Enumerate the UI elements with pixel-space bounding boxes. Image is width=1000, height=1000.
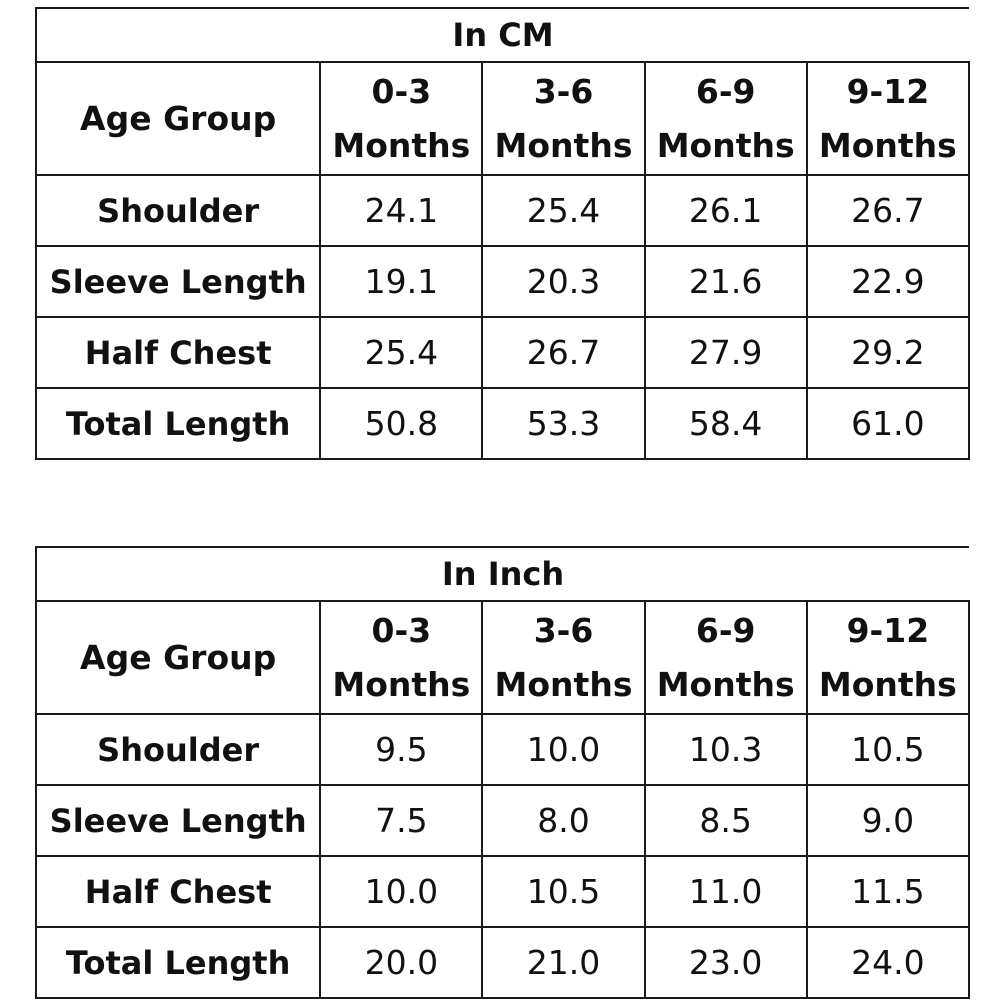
table-cell: 10.0 — [319, 855, 484, 928]
column-range: 3-6 — [533, 71, 594, 111]
table-title: In Inch — [35, 546, 969, 602]
column-range: 6-9 — [695, 71, 756, 111]
column-range: 9-12 — [846, 71, 930, 111]
column-unit: Months — [494, 664, 633, 704]
table-cell: 23.0 — [643, 926, 808, 999]
table-cell: 7.5 — [319, 784, 484, 857]
row-label: Sleeve Length — [34, 245, 322, 318]
column-header-0-3: 0-3 Months — [319, 600, 484, 715]
row-label: Shoulder — [34, 174, 322, 247]
table-cell: 10.0 — [481, 713, 646, 786]
table-cell: 50.8 — [319, 387, 484, 460]
column-header-6-9: 6-9 Months — [643, 600, 808, 715]
age-group-header: Age Group — [34, 61, 322, 176]
table-cell: 21.6 — [643, 245, 808, 318]
column-header-3-6: 3-6 Months — [481, 600, 646, 715]
column-unit: Months — [818, 664, 957, 704]
column-range: 0-3 — [371, 71, 432, 111]
table-row-total-length: Total Length 50.8 53.3 58.4 61.0 — [34, 387, 971, 460]
table-row-total-length: Total Length 20.0 21.0 23.0 24.0 — [34, 926, 971, 999]
table-header-row: Age Group 0-3 Months 3-6 Months 6-9 Mont… — [34, 61, 971, 176]
table-cell: 11.5 — [805, 855, 971, 928]
table-cell: 24.0 — [805, 926, 971, 999]
table-cell: 26.7 — [805, 174, 971, 247]
column-unit: Months — [656, 125, 795, 165]
size-chart-inch-table: In Inch Age Group 0-3 Months 3-6 Months … — [34, 546, 971, 999]
column-unit: Months — [332, 664, 471, 704]
column-header-6-9: 6-9 Months — [643, 61, 808, 176]
table-cell: 10.3 — [643, 713, 808, 786]
column-range: 9-12 — [846, 610, 930, 650]
row-label: Total Length — [34, 387, 322, 460]
row-label: Half Chest — [34, 316, 322, 389]
table-cell: 20.3 — [481, 245, 646, 318]
row-label: Shoulder — [34, 713, 322, 786]
table-cell: 24.1 — [319, 174, 484, 247]
table-cell: 25.4 — [481, 174, 646, 247]
table-cell: 53.3 — [481, 387, 646, 460]
table-cell: 20.0 — [319, 926, 484, 999]
table-cell: 58.4 — [643, 387, 808, 460]
table-cell: 29.2 — [805, 316, 971, 389]
table-cell: 21.0 — [481, 926, 646, 999]
table-row-sleeve-length: Sleeve Length 19.1 20.3 21.6 22.9 — [34, 245, 971, 318]
table-cell: 26.7 — [481, 316, 646, 389]
age-group-header: Age Group — [34, 600, 322, 715]
column-header-0-3: 0-3 Months — [319, 61, 484, 176]
table-row-half-chest: Half Chest 10.0 10.5 11.0 11.5 — [34, 855, 971, 928]
column-unit: Months — [332, 125, 471, 165]
table-cell: 10.5 — [481, 855, 646, 928]
table-cell: 27.9 — [643, 316, 808, 389]
column-unit: Months — [818, 125, 957, 165]
table-title-row: In CM — [35, 7, 969, 63]
table-cell: 22.9 — [805, 245, 971, 318]
table-header-row: Age Group 0-3 Months 3-6 Months 6-9 Mont… — [34, 600, 971, 715]
row-label: Half Chest — [34, 855, 322, 928]
table-cell: 19.1 — [319, 245, 484, 318]
column-header-3-6: 3-6 Months — [481, 61, 646, 176]
table-row-shoulder: Shoulder 9.5 10.0 10.3 10.5 — [34, 713, 971, 786]
table-row-shoulder: Shoulder 24.1 25.4 26.1 26.7 — [34, 174, 971, 247]
column-header-9-12: 9-12 Months — [805, 61, 971, 176]
table-title-row: In Inch — [35, 546, 969, 602]
table-cell: 8.5 — [643, 784, 808, 857]
table-cell: 8.0 — [481, 784, 646, 857]
table-cell: 26.1 — [643, 174, 808, 247]
table-row-half-chest: Half Chest 25.4 26.7 27.9 29.2 — [34, 316, 971, 389]
column-unit: Months — [494, 125, 633, 165]
table-cell: 9.5 — [319, 713, 484, 786]
table-cell: 61.0 — [805, 387, 971, 460]
table-cell: 25.4 — [319, 316, 484, 389]
table-row-sleeve-length: Sleeve Length 7.5 8.0 8.5 9.0 — [34, 784, 971, 857]
column-range: 3-6 — [533, 610, 594, 650]
table-cell: 11.0 — [643, 855, 808, 928]
row-label: Sleeve Length — [34, 784, 322, 857]
table-cell: 10.5 — [805, 713, 971, 786]
table-cell: 9.0 — [805, 784, 971, 857]
size-chart-cm-table: In CM Age Group 0-3 Months 3-6 Months 6-… — [34, 7, 971, 460]
column-unit: Months — [656, 664, 795, 704]
row-label: Total Length — [34, 926, 322, 999]
column-range: 0-3 — [371, 610, 432, 650]
column-header-9-12: 9-12 Months — [805, 600, 971, 715]
column-range: 6-9 — [695, 610, 756, 650]
table-title: In CM — [35, 7, 969, 63]
